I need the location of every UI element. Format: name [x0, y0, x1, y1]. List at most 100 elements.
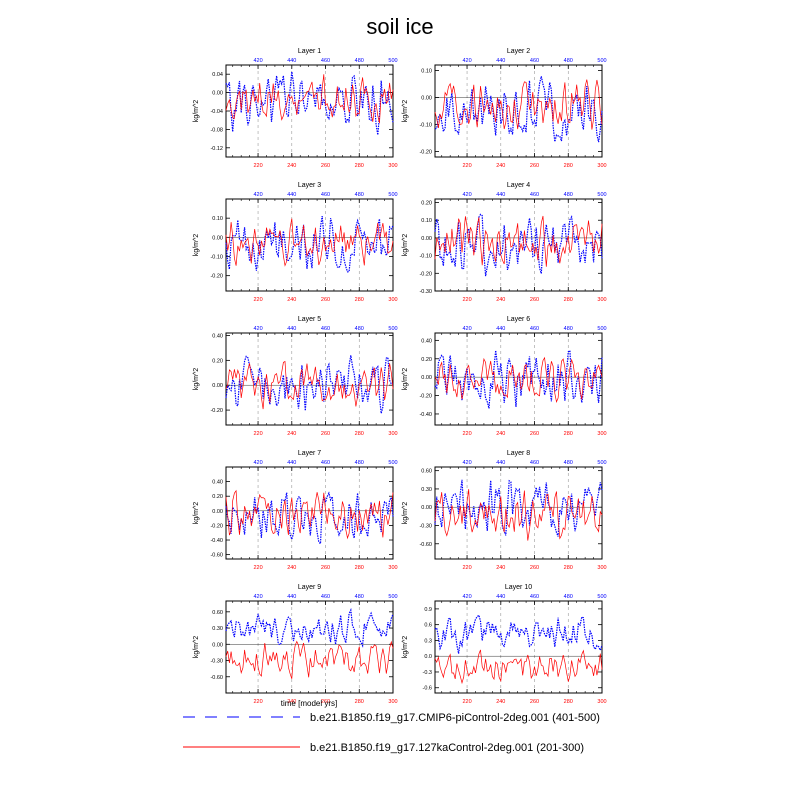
x-top-tick-label: 500	[388, 58, 397, 64]
panel-9: Layer 9 kg/m^2 0.60 0.30 0.00 -0.30 -0.60 220 24…	[193, 584, 398, 705]
y-tick-label: -0.10	[210, 255, 223, 261]
legend: b.e21.B1850.f19_g17.CMIP6-piControl-2deg…	[183, 712, 600, 754]
y-axis-label: kg/m^2	[193, 502, 200, 524]
x-top-tick-label: 420	[253, 460, 262, 466]
x-top-tick-label: 440	[496, 58, 505, 64]
panel-frame	[225, 332, 394, 426]
x-bottom-tick-label: 280	[355, 565, 364, 571]
series-line-cmip6	[434, 614, 603, 654]
y-tick-label: -0.10	[419, 254, 432, 260]
y-tick-label: 0.9	[424, 607, 432, 613]
x-top-tick-label: 500	[597, 58, 606, 64]
x-bottom-tick-label: 300	[597, 431, 606, 437]
x-bottom-tick-label: 260	[321, 565, 330, 571]
panel-2: Layer 2 kg/m^2 0.10 0.00 -0.10 -0.20 220 240 260…	[402, 48, 607, 169]
y-tick-label: 0.10	[212, 216, 223, 222]
x-bottom-tick-label: 240	[287, 163, 296, 169]
panel-frame	[225, 198, 394, 292]
panel-title: Layer 5	[298, 316, 321, 323]
y-tick-label: -0.08	[210, 127, 223, 133]
x-bottom-tick-label: 220	[462, 431, 471, 437]
y-tick-label: 0.00	[212, 91, 223, 97]
y-tick-label: 0.40	[212, 480, 223, 486]
x-bottom-tick-label: 280	[564, 565, 573, 571]
y-tick-label: -0.40	[210, 538, 223, 544]
x-top-tick-label: 440	[287, 594, 296, 600]
series-line-127ka	[434, 215, 603, 267]
y-tick-label: -0.40	[419, 412, 432, 418]
panel-frame	[434, 198, 603, 292]
x-bottom-tick-label: 240	[287, 565, 296, 571]
y-axis-label: kg/m^2	[402, 100, 409, 122]
series-line-127ka	[434, 649, 603, 685]
y-tick-label: 0.3	[424, 638, 432, 644]
x-bottom-tick-label: 220	[462, 565, 471, 571]
y-tick-label: 0.10	[421, 218, 432, 224]
y-tick-label: -0.12	[210, 146, 223, 152]
y-tick-label: 0.00	[212, 509, 223, 515]
x-bottom-tick-label: 220	[253, 431, 262, 437]
y-tick-label: 0.04	[212, 72, 223, 78]
x-bottom-tick-label: 300	[388, 565, 397, 571]
x-bottom-tick-label: 260	[321, 163, 330, 169]
y-tick-label: 0.20	[212, 494, 223, 500]
x-top-tick-label: 420	[253, 326, 262, 332]
x-top-tick-label: 460	[530, 58, 539, 64]
x-top-tick-label: 440	[287, 192, 296, 198]
y-tick-label: -0.10	[419, 123, 432, 129]
x-top-tick-label: 420	[462, 58, 471, 64]
panel-title: Layer 9	[298, 584, 321, 591]
x-top-tick-label: 420	[253, 192, 262, 198]
x-top-tick-label: 480	[355, 326, 364, 332]
y-axis-label: kg/m^2	[193, 234, 200, 256]
y-tick-label: -0.6	[423, 686, 432, 692]
x-top-tick-label: 460	[321, 594, 330, 600]
y-tick-label: 0.60	[212, 610, 223, 616]
x-top-tick-label: 420	[462, 594, 471, 600]
y-tick-label: 0.40	[212, 333, 223, 339]
series-line-127ka	[225, 74, 394, 124]
x-bottom-tick-label: 240	[496, 699, 505, 705]
panel-title: Layer 1	[298, 48, 321, 55]
series-line-127ka	[434, 79, 603, 130]
x-axis-label: time [model yrs]	[281, 699, 337, 708]
x-bottom-tick-label: 280	[564, 163, 573, 169]
y-tick-label: 0.00	[212, 642, 223, 648]
series-line-127ka	[225, 489, 394, 540]
y-tick-label: -0.20	[419, 394, 432, 400]
y-tick-label: -0.30	[419, 523, 432, 529]
x-top-tick-label: 460	[530, 326, 539, 332]
series-line-127ka	[434, 489, 603, 541]
y-tick-label: 0.20	[421, 201, 432, 207]
x-bottom-tick-label: 240	[496, 565, 505, 571]
figure-title: soil ice	[366, 14, 433, 39]
x-top-tick-label: 460	[321, 326, 330, 332]
x-bottom-tick-label: 280	[355, 431, 364, 437]
series-line-127ka	[225, 218, 394, 267]
x-top-tick-label: 480	[355, 460, 364, 466]
panel-7: Layer 7 kg/m^2 0.40 0.20 0.00 -0.20 -0.40 -0.60…	[193, 450, 398, 571]
x-top-tick-label: 480	[355, 594, 364, 600]
x-bottom-tick-label: 240	[287, 431, 296, 437]
x-bottom-tick-label: 220	[462, 297, 471, 303]
x-top-tick-label: 440	[496, 326, 505, 332]
x-bottom-tick-label: 260	[530, 163, 539, 169]
x-bottom-tick-label: 280	[564, 297, 573, 303]
x-bottom-tick-label: 280	[355, 297, 364, 303]
x-top-tick-label: 420	[462, 460, 471, 466]
y-tick-label: -0.60	[210, 675, 223, 681]
panel-frame	[434, 332, 603, 426]
y-axis-label: kg/m^2	[193, 368, 200, 390]
panel-frame	[225, 600, 394, 694]
x-top-tick-label: 420	[253, 594, 262, 600]
x-top-tick-label: 460	[530, 460, 539, 466]
y-axis-label: kg/m^2	[402, 502, 409, 524]
x-bottom-tick-label: 280	[355, 699, 364, 705]
x-top-tick-label: 480	[564, 58, 573, 64]
y-tick-label: 0.20	[421, 357, 432, 363]
y-tick-label: -0.60	[210, 553, 223, 559]
x-bottom-tick-label: 220	[462, 699, 471, 705]
series-line-127ka	[225, 640, 394, 679]
y-tick-label: -0.20	[210, 523, 223, 529]
